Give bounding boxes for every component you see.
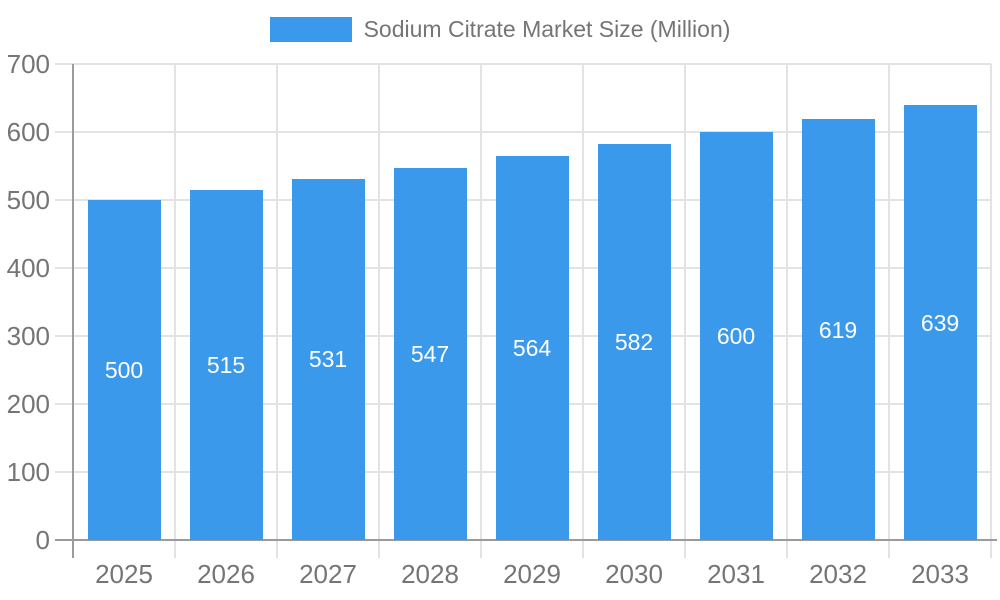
bar-2029[interactable] — [495, 156, 569, 540]
bar-value-label-2025: 500 — [104, 357, 144, 383]
y-tick-label-400: 400 — [6, 253, 50, 283]
x-tick-label-2031: 2031 — [707, 559, 765, 589]
y-tick-label-600: 600 — [6, 117, 50, 147]
y-tick-label-700: 700 — [6, 49, 50, 79]
bar-value-label-2027: 531 — [308, 346, 348, 373]
legend-swatch — [269, 17, 352, 42]
x-tick-3 — [378, 540, 380, 558]
v-gridline-9 — [990, 64, 992, 540]
x-tick-label-2025: 2025 — [95, 559, 153, 589]
bar-value-label-2033: 639 — [920, 309, 960, 336]
y-tick-label-0: 0 — [35, 525, 50, 555]
x-tick-9 — [990, 540, 992, 558]
plot-area: 500 515 531 547 564 582 600 619 639 0 100 200 300 400… — [7, 51, 997, 588]
bar-2033[interactable] — [903, 105, 977, 540]
bar-value-label-2026: 515 — [206, 351, 246, 378]
v-gridline-1 — [174, 64, 176, 540]
y-axis-line — [72, 64, 74, 558]
legend-label: Sodium Citrate Market Size (Million) — [363, 16, 731, 42]
x-axis-line — [55, 539, 997, 541]
x-tick-5 — [582, 540, 584, 558]
bar-2025[interactable] — [87, 200, 161, 540]
x-tick-label-2027: 2027 — [299, 559, 357, 589]
x-tick-label-2026: 2026 — [197, 559, 255, 589]
bar-2027[interactable] — [291, 178, 365, 540]
v-gridline-4 — [480, 64, 482, 540]
bar-value-label-2030: 582 — [614, 329, 654, 356]
bar-2031[interactable] — [699, 132, 773, 540]
legend[interactable]: Sodium Citrate Market Size (Million) — [0, 17, 1000, 42]
v-gridline-7 — [786, 64, 788, 540]
x-tick-1 — [174, 540, 176, 558]
x-tick-label-2033: 2033 — [911, 559, 969, 589]
y-tick-label-300: 300 — [6, 321, 50, 351]
x-tick-7 — [786, 540, 788, 558]
v-gridline-6 — [684, 64, 686, 540]
v-gridline-3 — [378, 64, 380, 540]
bar-value-label-2029: 564 — [512, 335, 552, 362]
x-tick-4 — [480, 540, 482, 558]
x-tick-8 — [888, 540, 890, 558]
h-gridline-600 — [55, 131, 991, 133]
bar-value-label-2032: 619 — [818, 316, 858, 343]
y-tick-label-100: 100 — [6, 457, 50, 487]
x-tick-label-2028: 2028 — [401, 559, 459, 589]
bar-2028[interactable] — [393, 168, 467, 540]
bar-2026[interactable] — [189, 189, 263, 540]
bar-value-label-2028: 547 — [410, 341, 450, 368]
x-tick-6 — [684, 540, 686, 558]
x-tick-2 — [276, 540, 278, 558]
y-tick-label-500: 500 — [6, 185, 50, 215]
y-tick-label-200: 200 — [6, 389, 50, 419]
bar-2032[interactable] — [801, 119, 875, 540]
v-gridline-5 — [582, 64, 584, 540]
bar-value-label-2031: 600 — [716, 323, 756, 349]
v-gridline-8 — [888, 64, 890, 540]
h-gridline-700 — [55, 63, 991, 65]
x-tick-label-2030: 2030 — [605, 559, 663, 589]
bar-2030[interactable] — [597, 144, 671, 540]
v-gridline-2 — [276, 64, 278, 540]
x-tick-label-2032: 2032 — [809, 559, 867, 589]
x-tick-label-2029: 2029 — [503, 559, 561, 589]
